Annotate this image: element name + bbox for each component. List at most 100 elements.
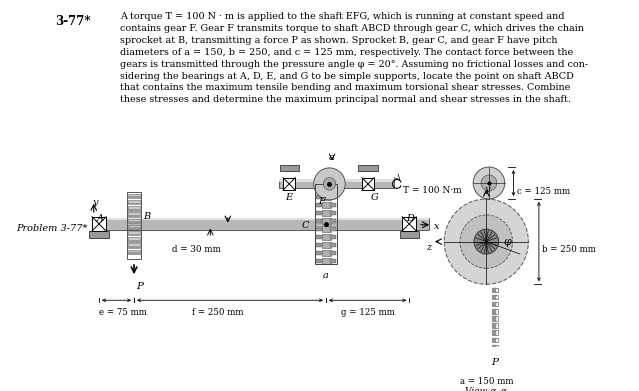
Text: G: G	[371, 193, 378, 202]
Text: diameters of a = 150, b = 250, and c = 125 mm, respectively. The contact force b: diameters of a = 150, b = 250, and c = 1…	[120, 48, 573, 57]
Bar	[128, 203, 140, 204]
Text: A: A	[96, 214, 104, 223]
Bar	[491, 345, 498, 349]
Text: View α–α: View α–α	[465, 387, 507, 391]
Text: b = 250 mm: b = 250 mm	[543, 245, 596, 254]
Bar	[491, 337, 498, 342]
Bar	[279, 179, 394, 182]
Bar	[491, 288, 498, 292]
Text: g = 125 mm: g = 125 mm	[341, 308, 395, 317]
Text: sprocket at B, transmitting a force P as shown. Sprocket B, gear C, and gear F h: sprocket at B, transmitting a force P as…	[120, 36, 558, 45]
Bar	[330, 226, 335, 231]
Bar	[330, 210, 335, 215]
Circle shape	[473, 167, 505, 199]
Bar	[493, 323, 496, 328]
Bar	[358, 165, 378, 172]
Bar	[399, 231, 419, 238]
Bar	[321, 218, 331, 224]
Bar	[330, 251, 335, 255]
Text: P: P	[491, 358, 498, 367]
Bar	[128, 240, 140, 242]
Bar	[128, 234, 140, 235]
Bar	[321, 258, 331, 264]
Text: z: z	[426, 244, 431, 253]
Bar	[316, 251, 321, 255]
Bar	[321, 234, 331, 240]
Bar	[92, 217, 106, 231]
Text: B: B	[143, 212, 150, 221]
Circle shape	[444, 199, 528, 284]
Bar	[321, 226, 331, 232]
Bar	[402, 217, 416, 231]
Text: C: C	[302, 221, 309, 230]
Bar	[316, 226, 321, 231]
Bar	[279, 165, 299, 172]
Bar	[128, 212, 140, 217]
Bar	[128, 249, 140, 254]
Bar	[316, 184, 337, 264]
Bar	[128, 194, 140, 198]
Text: these stresses and determine the maximum principal normal and shear stresses in : these stresses and determine the maximum…	[120, 95, 571, 104]
Text: T = 100 N·m: T = 100 N·m	[403, 186, 462, 195]
Bar	[128, 237, 140, 242]
Text: y: y	[484, 185, 490, 194]
Bar	[330, 235, 335, 239]
Bar	[316, 210, 321, 215]
Bar	[330, 242, 335, 247]
Bar	[330, 203, 335, 207]
Text: y: y	[93, 198, 98, 207]
Text: f = 250 mm: f = 250 mm	[192, 308, 243, 317]
Bar	[493, 288, 496, 292]
Bar	[128, 228, 140, 229]
Bar	[491, 330, 498, 335]
Bar	[128, 206, 140, 210]
Bar	[493, 309, 496, 314]
Circle shape	[314, 168, 345, 200]
Bar	[493, 302, 496, 307]
Bar	[493, 345, 496, 349]
Text: contains gear F. Gear F transmits torque to shaft ABCD through gear C, which dri: contains gear F. Gear F transmits torque…	[120, 24, 584, 33]
Circle shape	[323, 178, 335, 190]
Bar	[316, 203, 321, 207]
Bar	[316, 258, 321, 263]
Bar	[283, 178, 295, 190]
Text: a: a	[329, 153, 335, 162]
Bar	[128, 231, 140, 235]
Bar	[127, 192, 141, 259]
Circle shape	[460, 215, 512, 268]
Bar	[89, 231, 109, 238]
Bar	[362, 178, 374, 190]
Bar	[128, 246, 140, 248]
Bar	[95, 218, 429, 220]
Bar	[316, 219, 321, 223]
Bar	[321, 242, 331, 248]
Text: D: D	[406, 214, 414, 223]
Text: d = 30 mm: d = 30 mm	[172, 245, 220, 254]
Bar	[493, 330, 496, 335]
Bar	[128, 252, 140, 254]
Circle shape	[474, 229, 498, 254]
Bar	[330, 195, 335, 199]
Bar	[493, 316, 496, 321]
Bar	[491, 323, 498, 328]
Bar	[321, 210, 331, 216]
Text: Problem 3-77*: Problem 3-77*	[16, 224, 87, 233]
Bar	[128, 244, 140, 248]
Text: e = 75 mm: e = 75 mm	[99, 308, 147, 317]
Text: sidering the bearings at A, D, E, and G to be simple supports, locate the point : sidering the bearings at A, D, E, and G …	[120, 72, 574, 81]
Bar	[330, 219, 335, 223]
Bar	[128, 200, 140, 204]
Bar	[321, 202, 331, 208]
Bar	[491, 295, 498, 300]
Text: that contains the maximum tensile bending and maximum torsional shear stresses. : that contains the maximum tensile bendin…	[120, 83, 571, 92]
Text: a = 150 mm: a = 150 mm	[459, 377, 513, 386]
Bar	[316, 242, 321, 247]
Circle shape	[481, 175, 497, 191]
Text: a: a	[323, 271, 329, 280]
Bar	[95, 218, 429, 230]
Bar	[493, 337, 496, 342]
Bar	[128, 196, 140, 198]
Text: x: x	[434, 222, 439, 231]
Bar	[491, 302, 498, 307]
Bar	[316, 187, 321, 191]
